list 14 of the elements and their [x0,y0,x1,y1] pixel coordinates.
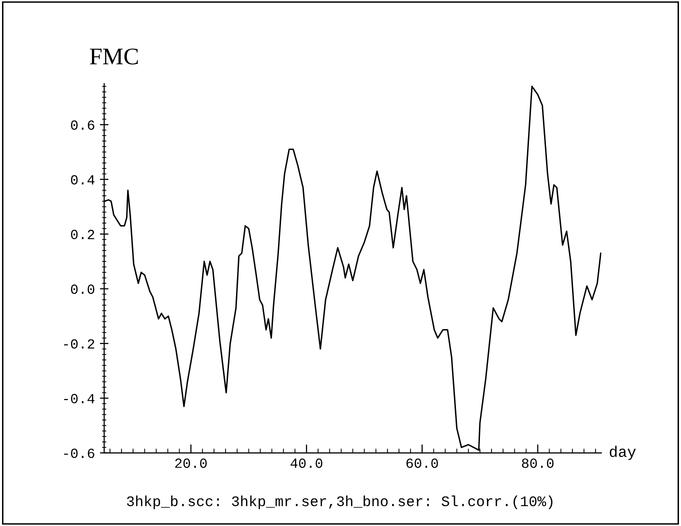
y-tick-label: 0.6 [71,120,94,130]
y-tick-label: -0.2 [64,339,94,349]
y-tick-label: 0.4 [71,175,94,185]
text: 3hkp_b.scc: 3hkp_mr.ser,3h_bno.ser: Sl.corr.(10%) [126,496,552,510]
y-tick-label: 0.2 [71,230,94,240]
y-tick-label: 0.0 [71,284,94,294]
x-tick-label: 20.0 [175,458,207,468]
y-tick-label: -0.4 [64,394,94,404]
x-tick-label: 60.0 [406,458,438,468]
x-tick-label: 40.0 [290,458,322,468]
y-tick-label: -0.6 [64,448,94,458]
chart-title: FMC [90,48,138,64]
x-tick-label: 80.0 [522,458,554,468]
x-axis-title: day [610,446,636,460]
